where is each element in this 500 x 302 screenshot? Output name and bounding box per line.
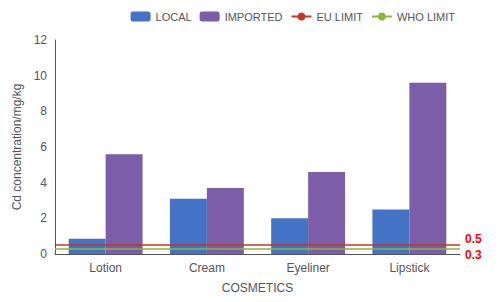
svg-text:2: 2 — [40, 211, 47, 225]
svg-text:WHO LIMIT: WHO LIMIT — [397, 11, 455, 23]
svg-text:EU LIMIT: EU LIMIT — [317, 11, 364, 23]
svg-text:Cd concentration/mg/kg: Cd concentration/mg/kg — [10, 84, 24, 211]
svg-text:10: 10 — [34, 69, 48, 83]
svg-text:6: 6 — [40, 140, 47, 154]
svg-text:COSMETICS: COSMETICS — [222, 281, 293, 295]
svg-text:Lipstick: Lipstick — [389, 261, 430, 275]
svg-text:LOCAL: LOCAL — [156, 11, 192, 23]
svg-text:Lotion: Lotion — [89, 261, 122, 275]
svg-text:0.5: 0.5 — [465, 232, 482, 246]
svg-text:4: 4 — [40, 176, 47, 190]
svg-text:12: 12 — [34, 33, 48, 47]
svg-text:Cream: Cream — [189, 261, 225, 275]
svg-text:0.3: 0.3 — [465, 248, 482, 262]
svg-text:IMPORTED: IMPORTED — [225, 11, 283, 23]
svg-text:Eyeliner: Eyeliner — [286, 261, 329, 275]
svg-text:8: 8 — [40, 104, 47, 118]
svg-text:0: 0 — [40, 247, 47, 261]
